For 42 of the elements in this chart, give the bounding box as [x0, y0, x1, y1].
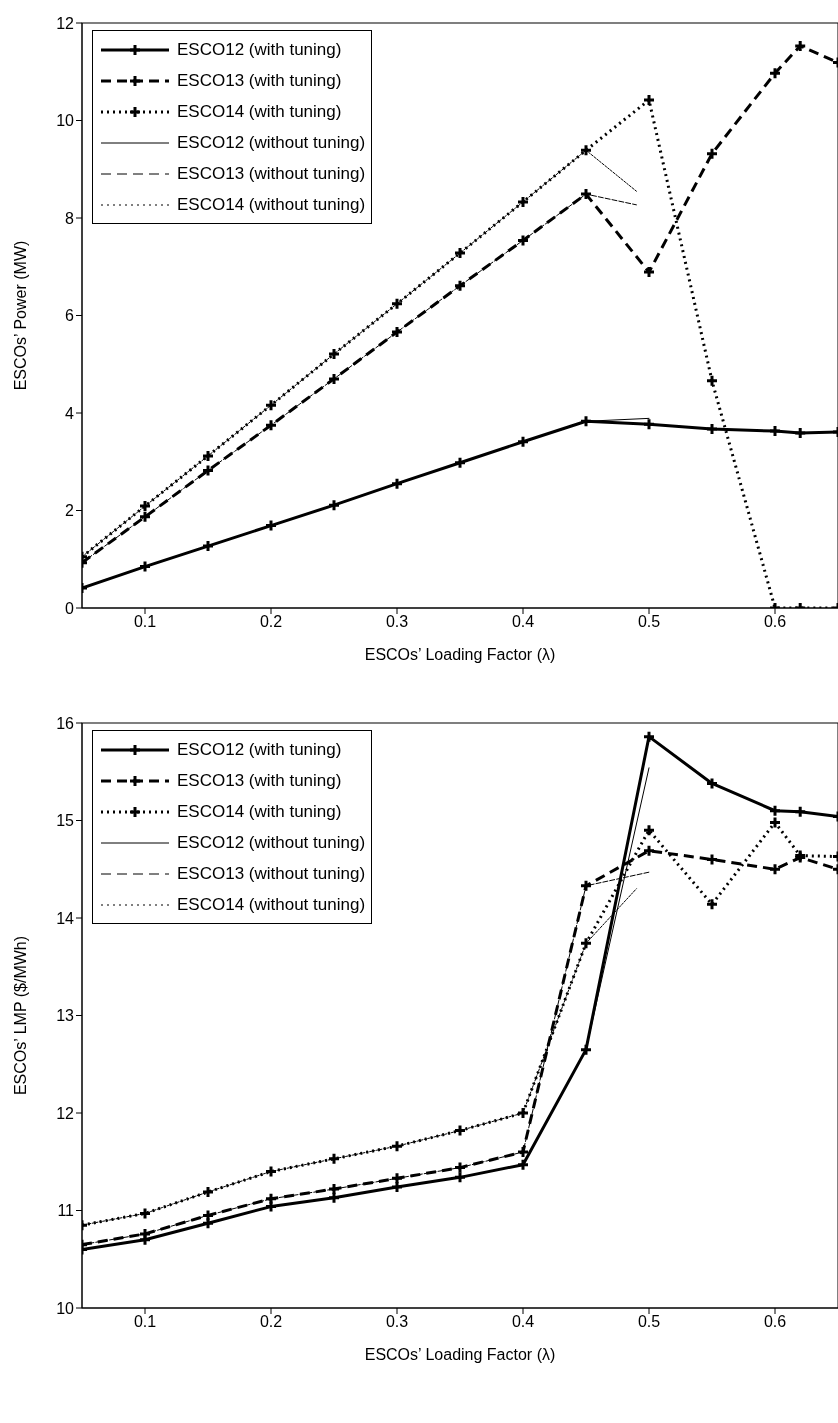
y-tick-label: 2 [65, 502, 75, 520]
legend-label: ESCO13 (without tuning) [177, 163, 366, 184]
y-tick-label: 6 [65, 307, 75, 325]
y-tick-label: 0 [65, 599, 75, 617]
x-tick-label: 0.4 [511, 1313, 535, 1331]
legend-label: ESCO14 (without tuning) [177, 194, 366, 215]
y-tick-label: 16 [56, 714, 75, 732]
legend-label: ESCO12 (with tuning) [177, 739, 342, 760]
y-axis-title: ESCOs’ LMP ($/MWh) [11, 935, 29, 1096]
x-tick-label: 0.4 [511, 613, 535, 631]
y-tick-label: 15 [56, 812, 75, 830]
x-tick-label: 0.2 [259, 613, 283, 631]
y-tick-label: 4 [65, 404, 75, 422]
y-tick-label: 10 [56, 112, 75, 130]
x-axis-title: ESCOs’ Loading Factor (λ) [364, 646, 556, 663]
y-tick-label: 13 [56, 1007, 75, 1025]
legend-label: ESCO12 (without tuning) [177, 832, 366, 853]
y-axis-title: ESCOs’ Power (MW) [11, 240, 29, 391]
x-tick-label: 0.6 [763, 1313, 787, 1331]
legend-label: ESCO13 (with tuning) [177, 770, 342, 791]
y-tick-label: 11 [57, 1202, 75, 1220]
y-tick-label: 12 [56, 1104, 75, 1122]
x-tick-label: 0.2 [259, 1313, 283, 1331]
y-tick-label: 12 [56, 14, 75, 32]
x-tick-label: 0.3 [385, 1313, 409, 1331]
legend-label: ESCO13 (without tuning) [177, 863, 366, 884]
y-tick-label: 8 [65, 209, 75, 227]
legend-label: ESCO12 (with tuning) [177, 39, 342, 60]
x-tick-label: 0.1 [133, 1313, 157, 1331]
legend-label: ESCO12 (without tuning) [177, 132, 366, 153]
legend-label: ESCO14 (without tuning) [177, 894, 366, 915]
y-tick-label: 14 [56, 909, 75, 927]
legend-label: ESCO14 (with tuning) [177, 801, 342, 822]
legend-label: ESCO14 (with tuning) [177, 101, 342, 122]
x-tick-label: 0.5 [637, 1313, 661, 1331]
x-tick-label: 0.1 [133, 613, 157, 631]
x-axis-title: ESCOs’ Loading Factor (λ) [364, 1346, 556, 1363]
x-tick-label: 0.6 [763, 613, 787, 631]
legend-label: ESCO13 (with tuning) [177, 70, 342, 91]
x-tick-label: 0.3 [385, 613, 409, 631]
y-tick-label: 10 [56, 1299, 75, 1317]
x-tick-label: 0.5 [637, 613, 661, 631]
